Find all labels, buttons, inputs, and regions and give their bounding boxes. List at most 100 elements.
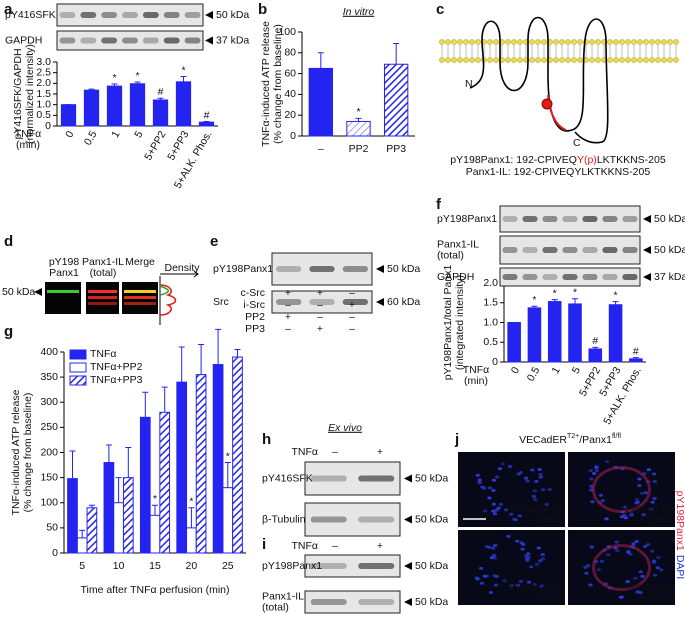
condition-sign: –: [317, 299, 323, 311]
lipid: [535, 39, 541, 45]
nucleus: [659, 568, 664, 572]
lipid: [559, 39, 565, 45]
error-bar: [572, 298, 578, 304]
nucleus: [503, 508, 509, 512]
lipid: [445, 57, 451, 63]
legend-swatch: [69, 362, 87, 373]
blot-band: [59, 12, 76, 18]
title-part: T2+: [567, 433, 579, 440]
blot-band: [542, 216, 558, 222]
nucleus: [615, 549, 620, 553]
y-tick-label: 2.5: [36, 66, 51, 78]
bar: [186, 527, 197, 554]
x-axis-label: TNFα: [463, 364, 489, 376]
nucleus: [540, 488, 546, 492]
nucleus: [544, 503, 549, 507]
nucleus: [634, 539, 639, 543]
blot-band: [602, 274, 618, 280]
kda-label: 50 kDa: [387, 263, 420, 275]
condition-sign: +: [285, 287, 291, 299]
lipid: [559, 57, 565, 63]
lipid: [445, 39, 451, 45]
nucleus: [625, 579, 630, 583]
nucleus: [512, 517, 517, 521]
kda-label: 37 kDa: [216, 34, 249, 46]
nucleus: [479, 581, 485, 585]
kda-arrow: [205, 11, 213, 19]
nucleus: [520, 547, 525, 551]
error-bar: [234, 348, 241, 358]
x-axis-label: TNFα: [15, 128, 41, 140]
y-tick-label: 350: [40, 371, 58, 383]
treatment-sign: +: [377, 540, 383, 552]
lipid: [457, 57, 463, 63]
blot-band: [101, 12, 118, 18]
x-tick-label: 15: [149, 560, 161, 572]
blot-band: [309, 299, 335, 305]
condition-name: PP2: [245, 311, 265, 323]
lumen-mark: *: [619, 477, 623, 489]
error-bar: [161, 386, 168, 413]
error-bar: [592, 346, 599, 349]
caption: +Peanut oil: [619, 503, 672, 515]
blot-label: pY198Panx1: [213, 263, 273, 275]
nucleus: [623, 516, 629, 520]
blot-band: [163, 12, 180, 18]
treatment-label: TNFα: [292, 540, 318, 552]
kda-label: 50 kDa: [415, 513, 448, 525]
lipid: [487, 39, 493, 45]
title-part: /Panx1: [579, 434, 612, 446]
kda-label: 50 kDa: [216, 9, 249, 21]
nucleus: [531, 494, 537, 498]
blot-band: [522, 274, 538, 280]
blot-band: [542, 274, 558, 280]
title-part: VECadER: [519, 434, 567, 446]
lipid: [565, 57, 571, 63]
nucleus: [629, 513, 634, 517]
significance-mark: *: [153, 493, 157, 505]
error-bar: [198, 343, 205, 375]
bar: [106, 85, 123, 127]
x-tick-label: 1: [109, 129, 122, 140]
bar: [547, 301, 562, 363]
bar: [568, 303, 582, 363]
x-axis-label: (min): [464, 375, 488, 387]
panel-letter: e: [210, 233, 218, 250]
kda-label: 60 kDa: [387, 296, 420, 308]
lumen-mark: *: [509, 477, 513, 489]
blot-band: [502, 247, 518, 253]
lipid: [469, 57, 475, 63]
y-axis-label: pY416SFK/GAPDH: [12, 48, 24, 139]
panel-letter: b: [258, 1, 267, 18]
phospho-site: [541, 98, 553, 110]
error-bar: [152, 504, 158, 516]
lumen-mark: *: [509, 555, 513, 567]
terminus-label: N: [465, 78, 473, 90]
lipid: [643, 39, 649, 45]
blot-band: [522, 216, 538, 222]
nucleus: [538, 472, 543, 476]
x-tick-label: 0.5: [82, 129, 100, 148]
nucleus: [589, 545, 594, 549]
blot-label: pY416SFK: [262, 472, 313, 484]
error-bar: [125, 446, 132, 478]
blot-band: [358, 516, 395, 523]
nucleus: [491, 509, 496, 513]
y-tick-label: 50: [46, 522, 58, 534]
nucleus: [491, 502, 497, 506]
nucleus: [520, 543, 526, 547]
significance-mark: #: [633, 345, 639, 357]
panel-letter: h: [262, 431, 271, 448]
caption: +Tamoxifen: [508, 581, 562, 593]
nucleus: [536, 546, 542, 550]
lipid: [661, 39, 667, 45]
band: [47, 290, 79, 293]
nucleus: [477, 481, 482, 485]
nucleus: [490, 546, 496, 550]
nucleus: [626, 549, 631, 553]
bar: [139, 416, 151, 554]
nucleus: [547, 488, 552, 492]
lipid: [595, 39, 601, 45]
stain-part: pY198Panx1: [674, 491, 685, 551]
nucleus: [518, 579, 524, 583]
